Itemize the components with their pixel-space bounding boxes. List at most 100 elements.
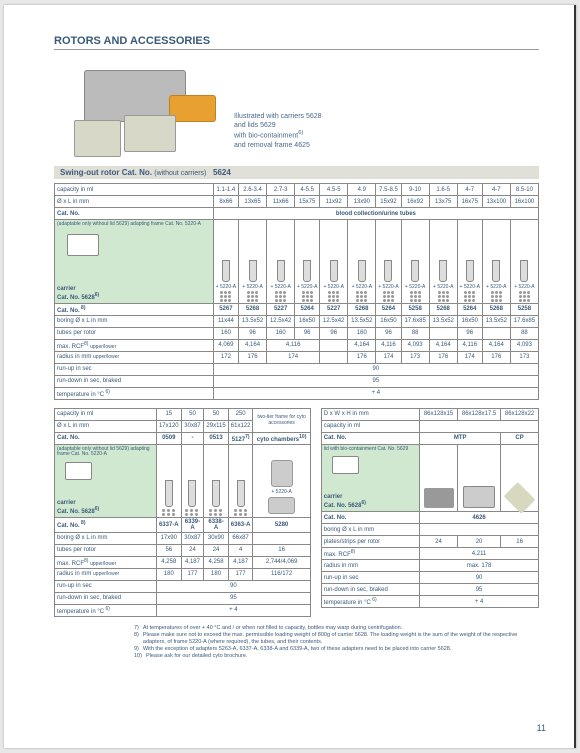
row-label: temperature in °C 6) bbox=[55, 604, 157, 616]
cell: 4,258 bbox=[204, 556, 228, 568]
cell: 17.6x85 bbox=[510, 315, 538, 327]
carrier-cell: lid with bio-containment Cat. No. 5629 c… bbox=[321, 444, 419, 512]
cell: 160 bbox=[348, 327, 376, 339]
cell: 30x87 bbox=[181, 532, 204, 544]
row-label: Cat. No. 8) bbox=[55, 303, 214, 315]
cell: 4,187 bbox=[181, 556, 204, 568]
cell: CP bbox=[501, 432, 539, 444]
cell: + 4 bbox=[420, 596, 539, 608]
hero-section: Illustrated with carriers 5628 and lids … bbox=[54, 60, 539, 160]
cell: 6363-A bbox=[228, 517, 253, 532]
cell: 4.5-5 bbox=[320, 184, 348, 196]
row-label: radius in mm upper/lower bbox=[55, 351, 214, 363]
cell: 6338-A bbox=[204, 517, 228, 532]
cell: 5258 bbox=[401, 303, 429, 315]
product-image bbox=[54, 60, 224, 160]
row-label: capacity in ml bbox=[55, 408, 157, 420]
cell: 30x87 bbox=[181, 420, 204, 432]
cell: 11x44 bbox=[213, 315, 238, 327]
cell: 17x120 bbox=[156, 420, 181, 432]
footnote: With the exception of adapters 5263-A, 6… bbox=[143, 646, 452, 653]
row-label: D x W x H in mm bbox=[321, 408, 419, 420]
swingout-bar: Swing-out rotor Cat. No. (without carrie… bbox=[54, 166, 539, 179]
cell: 4,116 bbox=[376, 339, 401, 351]
cell: 0509 bbox=[156, 432, 181, 444]
cell: 15x92 bbox=[376, 196, 401, 208]
cell: 172 bbox=[213, 351, 238, 363]
cell: 13x100 bbox=[482, 196, 510, 208]
table-right: D x W x H in mm86x128x1586x128x17.586x12… bbox=[321, 408, 539, 609]
cell: 50 bbox=[181, 408, 204, 420]
cell: 174 bbox=[457, 351, 482, 363]
cell: 9-10 bbox=[401, 184, 429, 196]
cell: 12.5x42 bbox=[267, 315, 295, 327]
row-label: Cat. No. bbox=[321, 432, 419, 444]
cell: 13x75 bbox=[429, 196, 457, 208]
cell: 12.5x42 bbox=[320, 315, 348, 327]
cell: two-tier frame for cyto accessories bbox=[253, 408, 310, 432]
pic-cell bbox=[204, 444, 228, 517]
cell: 11x92 bbox=[320, 196, 348, 208]
cell: 13.5x52 bbox=[429, 315, 457, 327]
row-label: tubes per rotor bbox=[55, 544, 157, 556]
pic-cell: + 5220-A bbox=[267, 220, 295, 304]
cell: 177 bbox=[228, 568, 253, 580]
cell: 176 bbox=[429, 351, 457, 363]
row-label: run-up in sec bbox=[55, 363, 214, 375]
cell: 11x66 bbox=[267, 196, 295, 208]
cell: 56 bbox=[156, 544, 181, 556]
cell: 16x92 bbox=[401, 196, 429, 208]
page-title: ROTORS AND ACCESSORIES bbox=[54, 35, 539, 50]
cell: 177 bbox=[181, 568, 204, 580]
cell: 95 bbox=[213, 375, 538, 387]
cell: 86x128x15 bbox=[420, 408, 458, 420]
cell: 24 bbox=[204, 544, 228, 556]
cell: 4,093 bbox=[510, 339, 538, 351]
cell: 4,164 bbox=[429, 339, 457, 351]
cell: 5264 bbox=[376, 303, 401, 315]
cell: 6337-A bbox=[156, 517, 181, 532]
cell: 174 bbox=[376, 351, 401, 363]
cell: 5268 bbox=[348, 303, 376, 315]
cell: 250 bbox=[228, 408, 253, 420]
cell: 4,164 bbox=[482, 339, 510, 351]
cell bbox=[320, 339, 348, 351]
cell: 4-5.5 bbox=[295, 184, 320, 196]
row-label: tubes per rotor bbox=[55, 327, 214, 339]
pic-cell: + 5220-A bbox=[457, 220, 482, 304]
bct-header: blood collection/urine tubes bbox=[213, 208, 538, 220]
cell: 5268 bbox=[482, 303, 510, 315]
row-label: max. RCF8) upper/lower bbox=[55, 339, 214, 351]
cell: 13x90 bbox=[348, 196, 376, 208]
cell: 4,093 bbox=[401, 339, 429, 351]
cell: 116/172 bbox=[253, 568, 310, 580]
cell: 16 bbox=[253, 544, 310, 556]
cell bbox=[253, 532, 310, 544]
row-label: capacity in ml bbox=[321, 420, 419, 432]
cell: 5227 bbox=[320, 303, 348, 315]
pic-cell bbox=[156, 444, 181, 517]
cell: 13.5x52 bbox=[482, 315, 510, 327]
cell: 66x87 bbox=[228, 532, 253, 544]
pic-cell bbox=[228, 444, 253, 517]
cell: 90 bbox=[420, 572, 539, 584]
cell: 16x50 bbox=[376, 315, 401, 327]
cell: 5268 bbox=[429, 303, 457, 315]
carrier-cell: (adaptable only without lid 5629) adapti… bbox=[55, 220, 214, 304]
cell: 5280 bbox=[253, 517, 310, 532]
cell: max. 178 bbox=[420, 560, 539, 572]
cell: 86x128x22 bbox=[501, 408, 539, 420]
cell: 96 bbox=[457, 327, 482, 339]
cell: 17x90 bbox=[156, 532, 181, 544]
pic-cell: + 5220-A bbox=[401, 220, 429, 304]
cell: 160 bbox=[267, 327, 295, 339]
cell: 15x75 bbox=[295, 196, 320, 208]
pic-cell bbox=[420, 444, 458, 512]
cell: 95 bbox=[156, 592, 310, 604]
cell bbox=[320, 351, 348, 363]
table-main: capacity in ml1.1-1.42.6-3.42.7-34-5.54.… bbox=[54, 183, 539, 400]
row-label: Cat. No. bbox=[321, 512, 419, 524]
cell: cyto chambers10) bbox=[253, 432, 310, 444]
pic-cell bbox=[501, 444, 539, 512]
cell: 13.5x52 bbox=[239, 315, 267, 327]
